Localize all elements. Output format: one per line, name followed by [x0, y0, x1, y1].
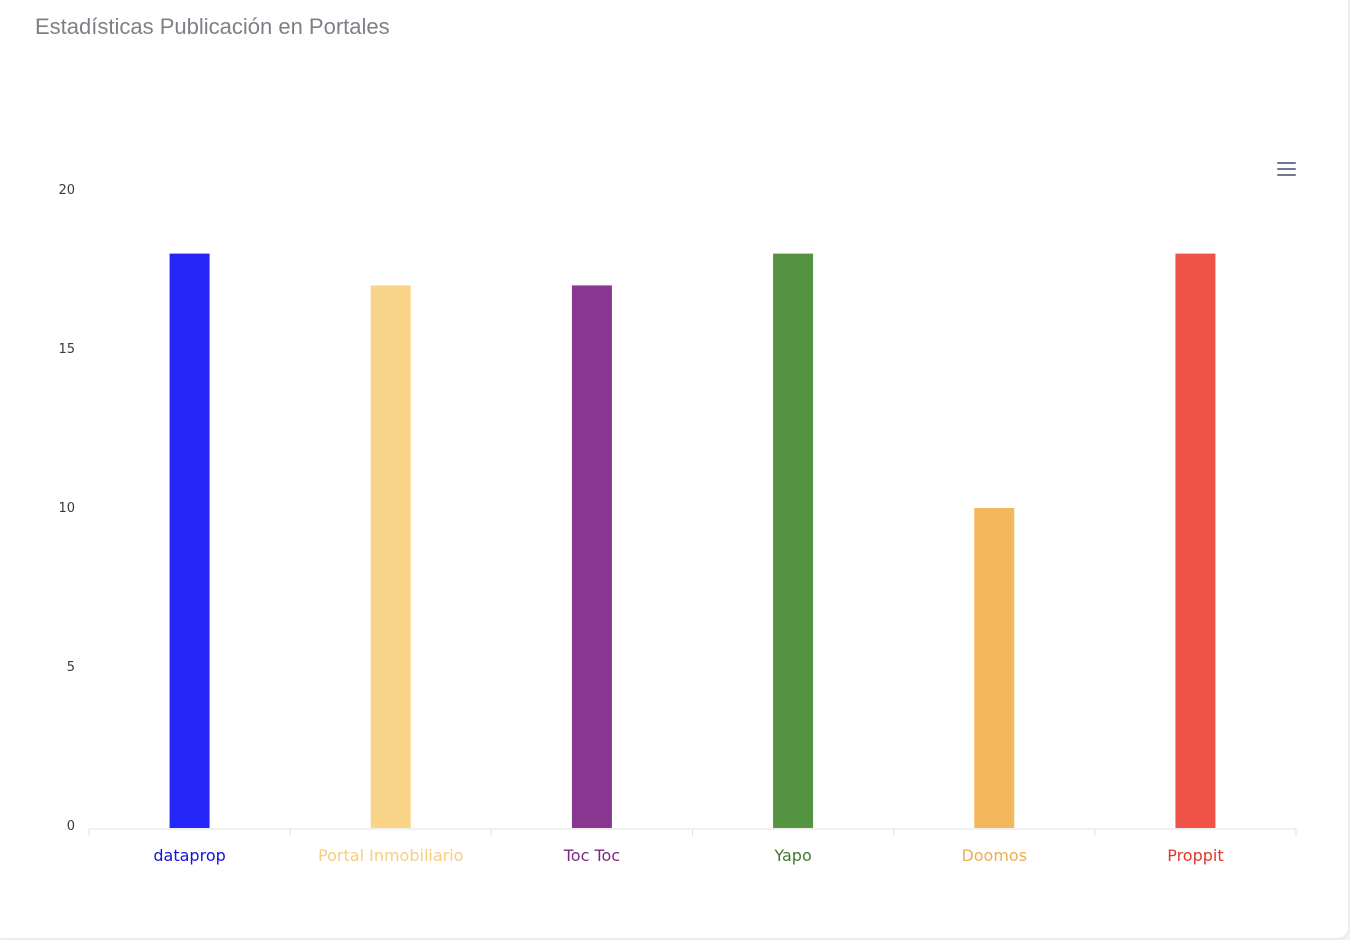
- y-tick-label: 10: [58, 501, 75, 516]
- bar-dataprop[interactable]: [169, 253, 210, 829]
- x-category-label: dataprop: [153, 846, 225, 865]
- x-category-label: Portal Inmobiliario: [318, 846, 463, 865]
- y-axis: 0 5 10 15 20: [58, 183, 75, 834]
- bar-proppit[interactable]: [1175, 253, 1216, 829]
- x-category-label: Yapo: [773, 846, 811, 865]
- y-tick-label: 15: [58, 342, 75, 357]
- x-axis-labels: dataprop Portal Inmobiliario Toc Toc Yapo Do…: [153, 846, 1223, 865]
- bar-portal-inmobiliario[interactable]: [370, 285, 411, 828]
- y-tick-label: 5: [67, 660, 75, 675]
- bar-doomos[interactable]: [974, 508, 1015, 828]
- x-category-label: Proppit: [1167, 846, 1223, 865]
- x-category-label: Doomos: [961, 846, 1027, 865]
- hamburger-menu-icon[interactable]: [1270, 154, 1302, 184]
- bar-yapo[interactable]: [773, 253, 814, 829]
- y-tick-label: 0: [67, 819, 75, 834]
- bar-toc-toc[interactable]: [571, 285, 612, 828]
- bar-series: [169, 253, 1216, 829]
- x-axis: [88, 828, 1297, 836]
- x-category-label: Toc Toc: [563, 846, 620, 865]
- chart-title: Estadísticas Publicación en Portales: [35, 14, 390, 39]
- y-tick-label: 20: [58, 183, 75, 198]
